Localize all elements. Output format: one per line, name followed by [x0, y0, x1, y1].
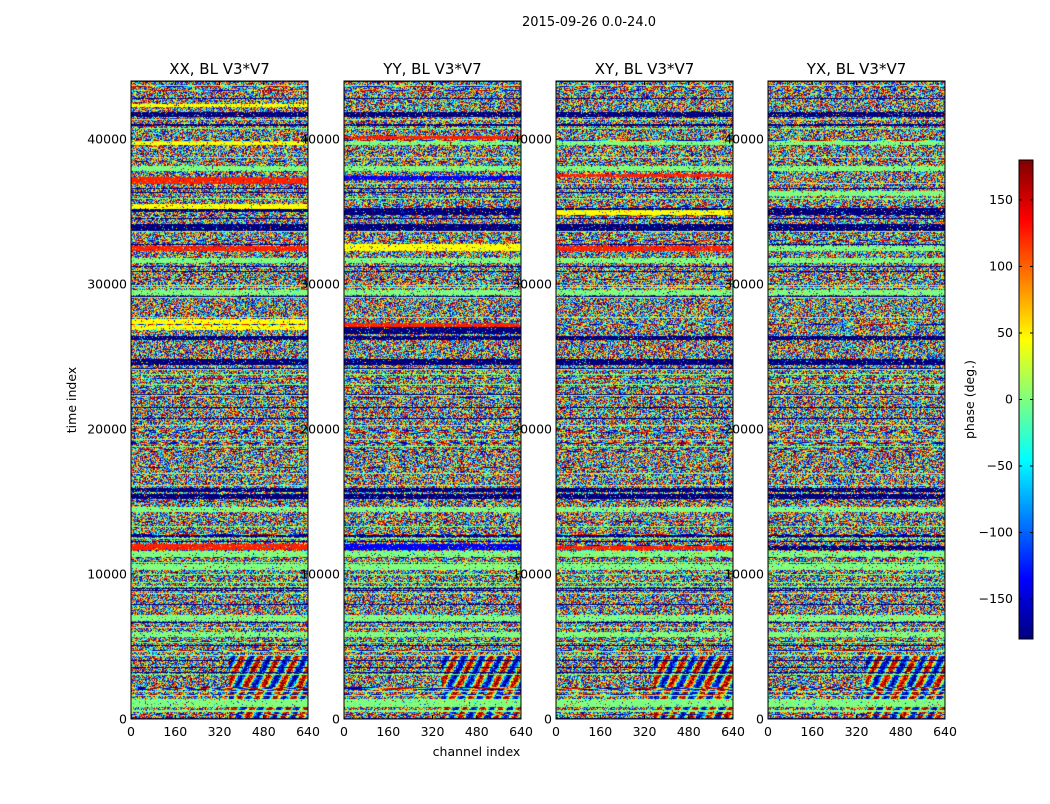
x-tick-label: 640 — [721, 724, 745, 739]
y-tick-label: 30000 — [512, 277, 552, 292]
y-tick-label: 20000 — [87, 422, 127, 437]
x-tick-label: 640 — [933, 724, 957, 739]
x-tick-label: 320 — [845, 724, 869, 739]
y-tick-label: 30000 — [87, 277, 127, 292]
x-axis-label: channel index — [433, 744, 521, 759]
colorbar: −150 −100 −50 0 50 100 150 phase (deg.) — [962, 159, 1034, 640]
x-tick-label: 480 — [889, 724, 913, 739]
y-tick-label: 10000 — [512, 567, 552, 582]
colorbar-tick-label: 150 — [989, 192, 1013, 207]
y-tick-label: 40000 — [300, 132, 340, 147]
colorbar-tick-label: −150 — [979, 591, 1013, 606]
colorbar-tick-label: 0 — [1005, 392, 1013, 407]
x-tick-label: 480 — [677, 724, 701, 739]
y-tick-label: 40000 — [512, 132, 552, 147]
x-tick-label: 640 — [509, 724, 533, 739]
colorbar-tick-label: −100 — [979, 525, 1013, 540]
colorbar-tick-label: 100 — [989, 258, 1013, 273]
heatmap-image-4 — [768, 81, 945, 719]
panel-title-2: YY, BL V3*V7 — [382, 60, 481, 78]
panels: XX, BL V3*V7 0 160 320 480 640 0 10000 20000 3000… — [64, 60, 957, 759]
x-tick-label: 480 — [252, 724, 276, 739]
panel-title-3: XY, BL V3*V7 — [595, 60, 695, 78]
panel-1: XX, BL V3*V7 0 160 320 480 640 0 10000 20000 3000… — [64, 60, 320, 739]
y-tick-label: 0 — [544, 712, 552, 727]
x-tick-label: 160 — [376, 724, 400, 739]
x-tick-label: 480 — [465, 724, 489, 739]
panel-title-4: YX, BL V3*V7 — [806, 60, 907, 78]
colorbar-tick-label: −50 — [987, 458, 1013, 473]
heatmap-image-3 — [556, 81, 733, 719]
y-tick-label: 20000 — [512, 422, 552, 437]
panel-3: XY, BL V3*V7 0 160 320 480 640 0 10000 20000 3000… — [512, 60, 745, 739]
x-tick-label: 320 — [633, 724, 657, 739]
x-tick-label: 0 — [552, 724, 560, 739]
panel-2: YY, BL V3*V7 0 160 320 480 640 0 10000 20000 3000… — [300, 60, 533, 759]
y-axis-label: time index — [64, 367, 79, 433]
y-tick-label: 0 — [332, 712, 340, 727]
y-tick-label: 20000 — [724, 422, 764, 437]
x-tick-label: 320 — [421, 724, 445, 739]
x-tick-label: 0 — [764, 724, 772, 739]
y-tick-label: 10000 — [724, 567, 764, 582]
y-tick-label: 0 — [756, 712, 764, 727]
y-tick-label: 10000 — [87, 567, 127, 582]
x-tick-label: 160 — [800, 724, 824, 739]
y-tick-label: 20000 — [300, 422, 340, 437]
y-tick-label: 0 — [119, 712, 127, 727]
heatmap-image-1 — [131, 81, 308, 719]
heatmap-image-2 — [344, 81, 521, 719]
colorbar-label: phase (deg.) — [962, 360, 977, 439]
panel-4: YX, BL V3*V7 0 160 320 480 640 0 10000 20000 3000… — [724, 60, 957, 739]
y-tick-label: 10000 — [300, 567, 340, 582]
figure-title: 2015-09-26 0.0-24.0 — [522, 15, 656, 30]
y-tick-label: 30000 — [300, 277, 340, 292]
colorbar-tick-label: 50 — [997, 325, 1013, 340]
x-tick-label: 640 — [296, 724, 320, 739]
x-tick-label: 0 — [127, 724, 135, 739]
x-tick-label: 160 — [163, 724, 187, 739]
panel-title-1: XX, BL V3*V7 — [169, 60, 270, 78]
y-tick-label: 30000 — [724, 277, 764, 292]
y-tick-label: 40000 — [87, 132, 127, 147]
y-tick-label: 40000 — [724, 132, 764, 147]
x-tick-label: 0 — [340, 724, 348, 739]
x-tick-label: 320 — [208, 724, 232, 739]
x-tick-label: 160 — [588, 724, 612, 739]
